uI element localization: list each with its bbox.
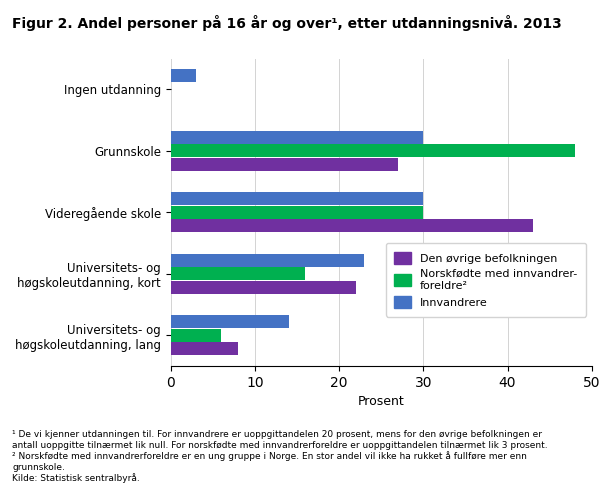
- Bar: [171, 131, 423, 143]
- Bar: [171, 281, 356, 294]
- Bar: [171, 192, 423, 205]
- Text: ¹ De vi kjenner utdanningen til. For innvandrere er uoppgittandelen 20 prosent, : ¹ De vi kjenner utdanningen til. For inn…: [12, 430, 548, 483]
- X-axis label: Prosent: Prosent: [358, 395, 404, 408]
- Bar: [171, 220, 533, 232]
- Bar: [171, 343, 238, 355]
- Bar: [171, 329, 221, 342]
- Bar: [171, 158, 398, 171]
- Bar: [171, 144, 575, 157]
- Bar: [171, 267, 306, 280]
- Legend: Den øvrige befolkningen, Norskfødte med innvandrer-
foreldre², Innvandrere: Den øvrige befolkningen, Norskfødte med …: [386, 243, 586, 317]
- Bar: [171, 254, 364, 266]
- Bar: [171, 315, 289, 328]
- Bar: [171, 69, 196, 82]
- Bar: [171, 206, 423, 219]
- Text: Figur 2. Andel personer på 16 år og over¹, etter utdanningsnivå. 2013: Figur 2. Andel personer på 16 år og over…: [12, 15, 562, 31]
